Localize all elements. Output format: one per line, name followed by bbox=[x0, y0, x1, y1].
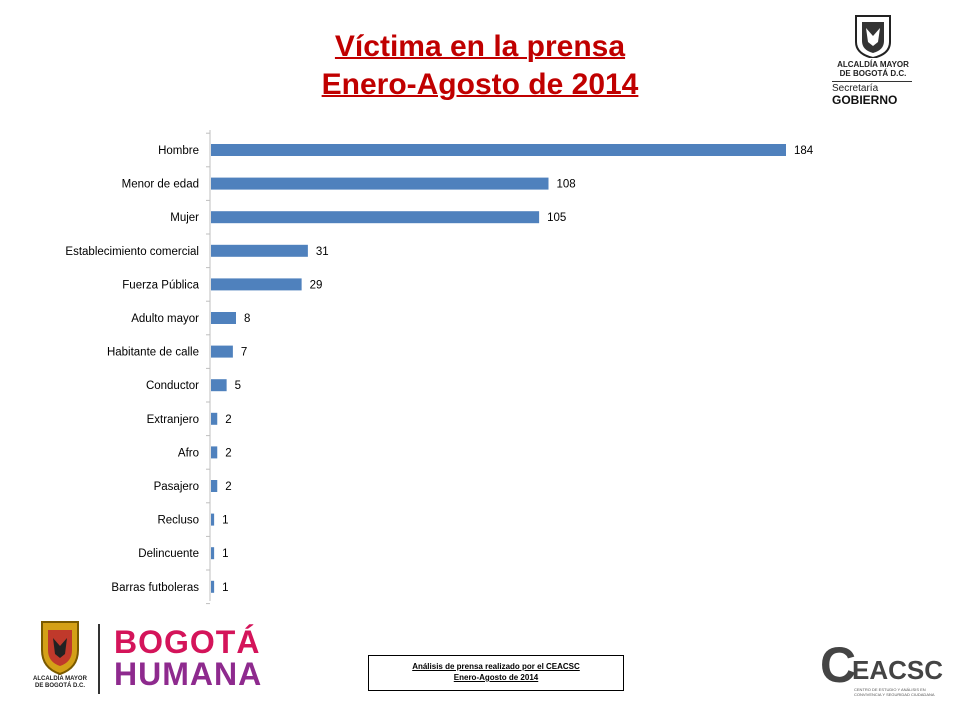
category-label: Barras futboleras bbox=[111, 582, 199, 594]
data-label: 8 bbox=[244, 313, 250, 325]
bar bbox=[211, 580, 215, 593]
data-label: 29 bbox=[310, 279, 323, 291]
category-label: Menor de edad bbox=[122, 179, 199, 191]
data-label: 184 bbox=[794, 145, 814, 157]
bar bbox=[211, 513, 215, 526]
ceacsc-c-letter: C bbox=[820, 637, 857, 693]
gov-gobierno: GOBIERNO bbox=[832, 93, 898, 107]
category-label: Fuerza Pública bbox=[122, 279, 199, 291]
bar bbox=[211, 379, 227, 392]
source-line-1: Análisis de prensa realizado por el CEAC… bbox=[412, 662, 580, 671]
bar bbox=[211, 144, 786, 156]
category-label: Pasajero bbox=[154, 481, 199, 493]
gov-divider bbox=[832, 81, 912, 82]
coat-of-arms-icon bbox=[855, 15, 891, 60]
source-line-2: Enero-Agosto de 2014 bbox=[453, 673, 539, 682]
category-label: Recluso bbox=[157, 515, 199, 527]
chart-title: Víctima en la prensa Enero-Agosto de 201… bbox=[230, 28, 730, 104]
bar bbox=[211, 211, 540, 224]
category-label: Habitante de calle bbox=[107, 347, 199, 359]
bar bbox=[211, 278, 302, 291]
data-label: 108 bbox=[557, 179, 576, 191]
category-label: Extranjero bbox=[147, 414, 199, 426]
source-note: Análisis de prensa realizado por el CEAC… bbox=[368, 655, 624, 691]
ceacsc-logo: C EACSC CENTRO DE ESTUDIO Y ANÁLISIS EN … bbox=[818, 640, 943, 700]
bogota-humana-line-1: BOGOTÁ bbox=[114, 624, 261, 660]
data-label: 105 bbox=[547, 212, 566, 224]
title-line-2: Enero-Agosto de 2014 bbox=[321, 68, 639, 101]
bar bbox=[211, 177, 549, 190]
category-label: Mujer bbox=[170, 212, 199, 224]
data-label: 1 bbox=[222, 548, 228, 560]
ceacsc-subtitle: CENTRO DE ESTUDIO Y ANÁLISIS EN CONVIVEN… bbox=[854, 687, 935, 697]
category-label: Afro bbox=[178, 447, 199, 459]
data-label: 7 bbox=[241, 347, 247, 359]
data-label: 2 bbox=[225, 414, 231, 426]
bar bbox=[211, 244, 308, 257]
data-label: 5 bbox=[235, 380, 241, 392]
bar bbox=[211, 480, 218, 492]
ceacsc-letters: EACSC bbox=[852, 655, 944, 685]
bar bbox=[211, 412, 218, 425]
data-label: 1 bbox=[222, 515, 228, 527]
secretaria-gobierno-logo: ALCALDÍA MAYOR DE BOGOTÁ D.C. Secretaría… bbox=[828, 14, 918, 110]
gov-line-1: ALCALDÍA MAYOR bbox=[837, 60, 909, 69]
title-line-1: Víctima en la prensa bbox=[334, 30, 626, 63]
bar bbox=[211, 547, 215, 560]
data-label: 31 bbox=[316, 246, 329, 258]
category-label: Establecimiento comercial bbox=[65, 246, 199, 258]
data-label: 1 bbox=[222, 582, 228, 594]
category-label: Delincuente bbox=[138, 548, 199, 560]
gov-line-2: DE BOGOTÁ D.C. bbox=[839, 69, 907, 78]
alcaldia-logo: ALCALDÍA MAYOR DE BOGOTÁ D.C. bbox=[28, 620, 88, 700]
bogota-humana-line-2: HUMANA bbox=[114, 656, 263, 692]
bogota-humana-logo: BOGOTÁ HUMANA bbox=[114, 626, 262, 690]
logo-divider bbox=[98, 624, 100, 694]
category-label: Conductor bbox=[146, 380, 199, 392]
alcaldia-text-2: DE BOGOTÁ D.C. bbox=[34, 683, 85, 689]
gov-secretaria: Secretaría bbox=[832, 83, 879, 94]
data-label: 2 bbox=[225, 447, 231, 459]
category-label: Hombre bbox=[158, 145, 199, 157]
data-label: 2 bbox=[225, 481, 231, 493]
bar-chart: Hombre 184 Menor de edad 108 Mujer 105 Estable… bbox=[65, 130, 814, 605]
bar bbox=[211, 312, 236, 324]
bar bbox=[211, 446, 218, 459]
category-label: Adulto mayor bbox=[131, 313, 199, 325]
alcaldia-text-1: ALCALDÍA MAYOR bbox=[33, 676, 87, 682]
bar bbox=[211, 345, 233, 358]
shield-icon bbox=[41, 621, 79, 676]
